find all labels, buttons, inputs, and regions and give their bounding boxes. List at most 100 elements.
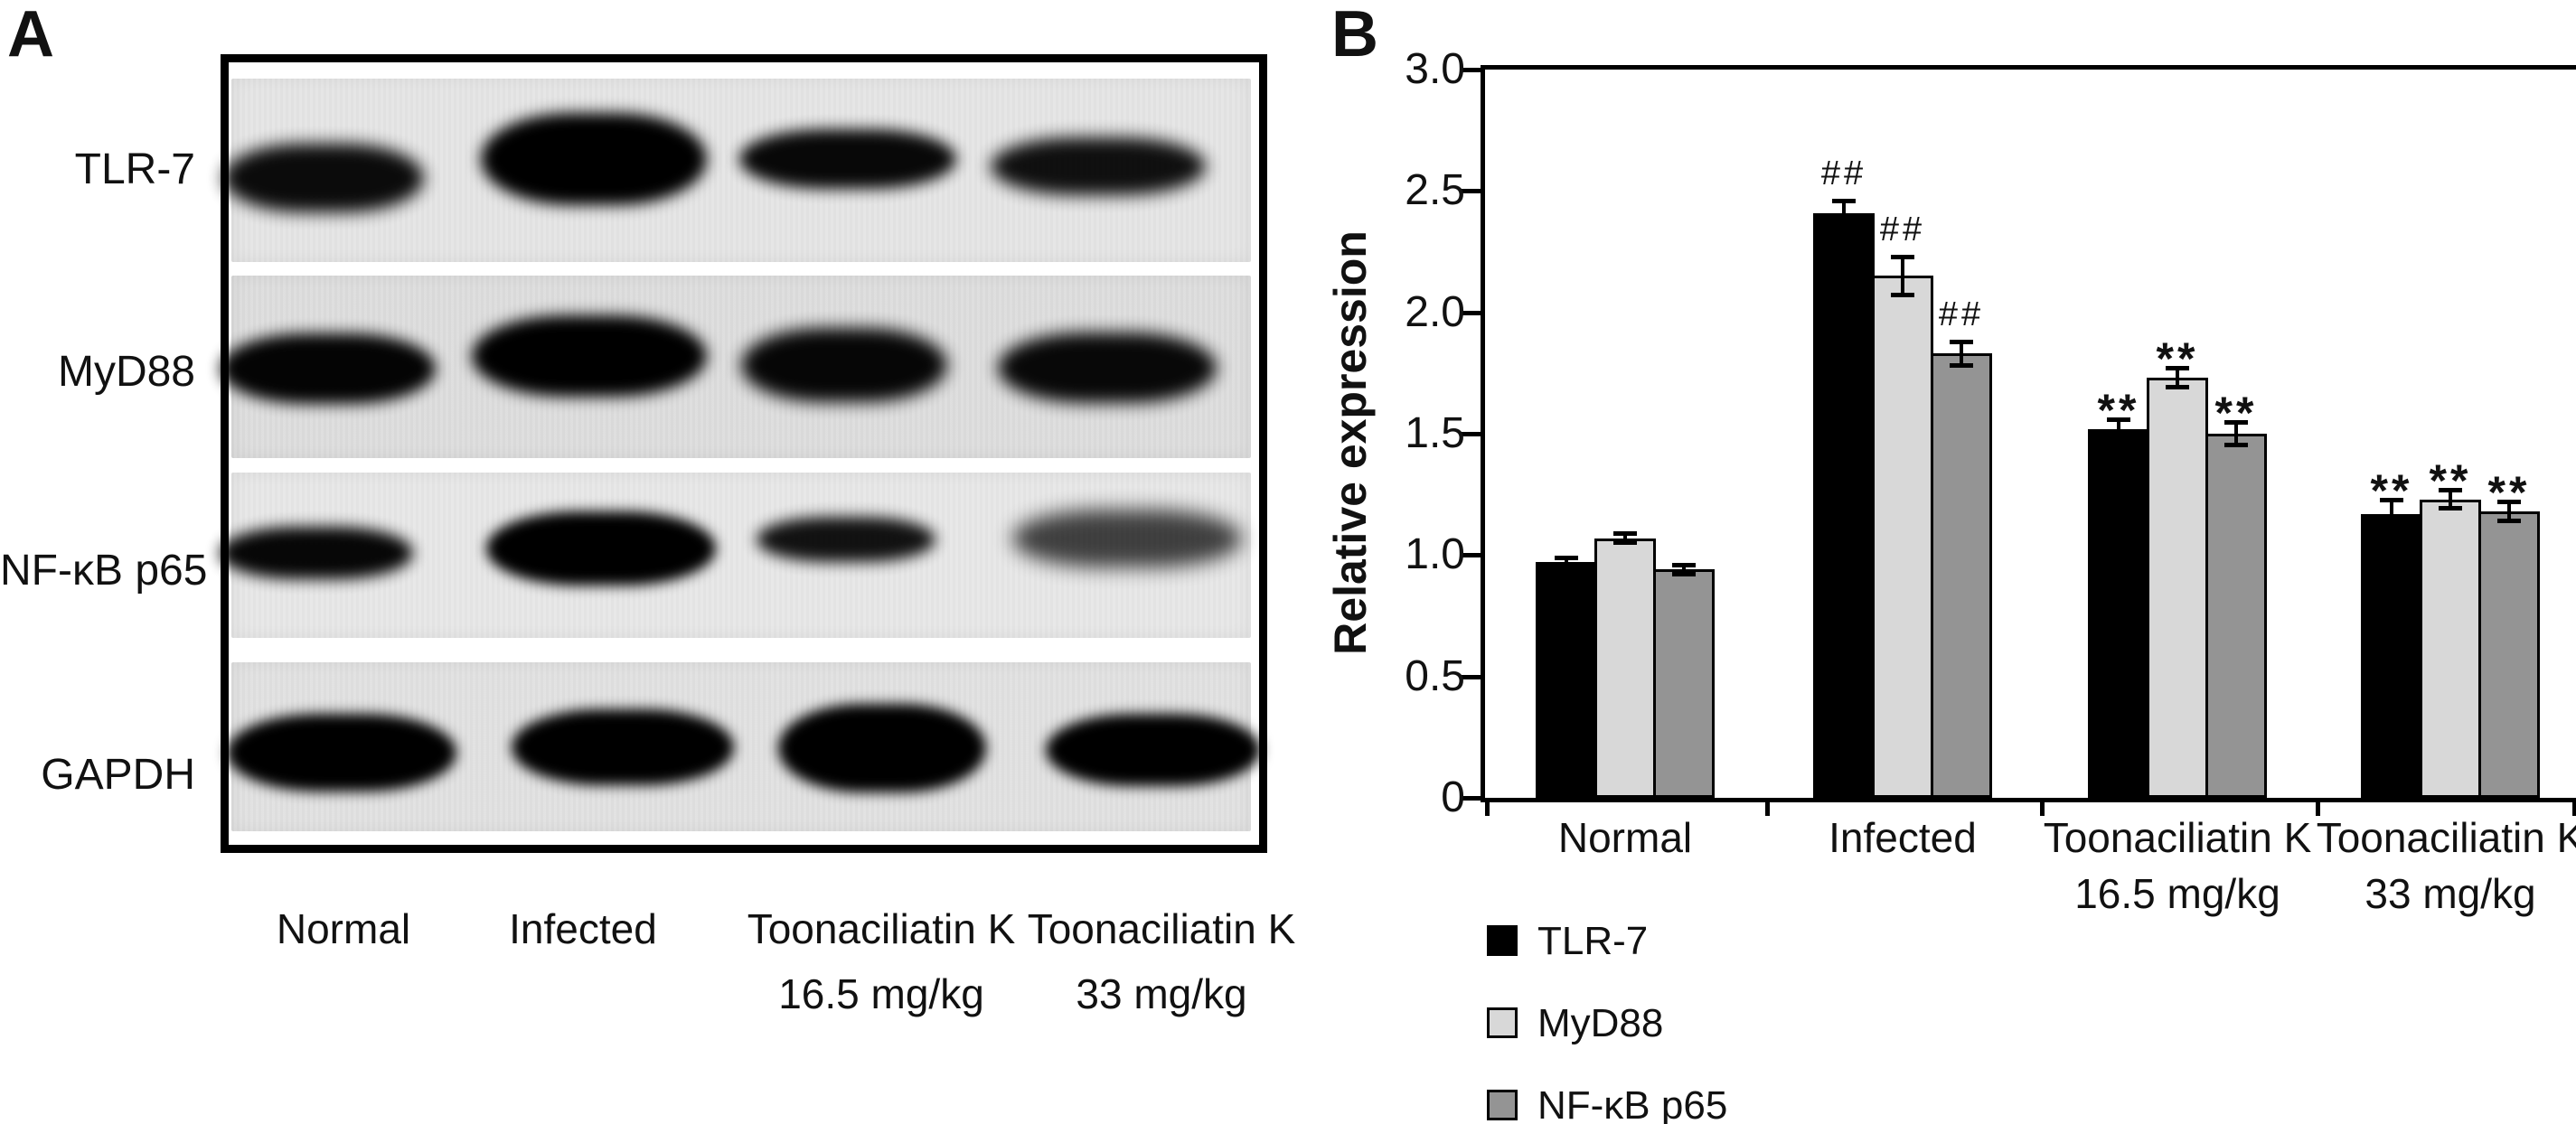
panel-b-label: B	[1331, 0, 1378, 70]
error-bar-nf-b-p65-toonaciliatin-k-33-mg-kg	[2507, 501, 2511, 521]
error-bar-tlr-7-toonaciliatin-k-33-mg-kg	[2390, 499, 2393, 529]
bar-chart-plot-area: 0 0.5 1.0 1.5 2.0 2.5 3.0 Normal ## ## ## Infected *…	[1405, 48, 2576, 917]
band-nf-b-p65-toonaciliatin-k-33-mg-kg	[1012, 510, 1242, 567]
significance-marker-myd88-infected: ##	[1879, 210, 1926, 248]
x-group-label-normal: Normal	[1557, 814, 1693, 861]
error-cap-bottom-nf-b-p65-infected	[1950, 362, 1973, 368]
band-myd88-toonaciliatin-k-33-mg-kg	[998, 333, 1217, 403]
x-tick-0	[1485, 798, 1490, 816]
y-tick-2.0	[1461, 310, 1481, 315]
band-myd88-normal	[221, 333, 436, 404]
y-tick-2.5	[1461, 189, 1481, 194]
significance-marker-nf-b-p65-infected: ##	[1938, 295, 1985, 333]
band-tlr-7-infected	[481, 113, 707, 205]
blot-layer: TLR-7 MyD88 NF-κB p65 GAPDH Normal Infected To…	[0, 79, 1295, 1017]
bar-myd88-toonaciliatin-k-16-5-mg-kg	[2147, 378, 2208, 798]
blot-lane-label-normal: Normal	[276, 905, 411, 952]
band-tlr-7-toonaciliatin-k-33-mg-kg	[991, 137, 1206, 195]
bar-myd88-toonaciliatin-k-33-mg-kg	[2420, 499, 2481, 798]
band-nf-b-p65-toonaciliatin-k-16-5-mg-kg	[757, 517, 935, 562]
error-cap-bottom-myd88-normal	[1613, 539, 1637, 545]
y-tick-label-2.0: 2.0	[1405, 287, 1465, 336]
bar-myd88-infected	[1872, 276, 1933, 798]
bar-nf-b-p65-infected	[1931, 353, 1992, 798]
legend-swatch-nf-b-p65	[1487, 1090, 1518, 1120]
error-bar-tlr-7-normal	[1565, 557, 1568, 567]
y-tick-1.0	[1461, 553, 1481, 558]
legend-label-tlr-7: TLR-7	[1537, 919, 1649, 963]
legend-label-nf-b-p65: NF-κB p65	[1537, 1083, 1728, 1124]
y-tick-label-1.0: 1.0	[1405, 530, 1465, 579]
blot-lane-label-toonaciliatin-k-33-mg-kg-line1: Toonaciliatin K	[1027, 905, 1296, 952]
bar-tlr-7-infected	[1813, 212, 1875, 798]
significance-marker-tlr-7-infected: ##	[1820, 155, 1867, 193]
y-tick-0	[1461, 796, 1481, 801]
x-group-label-toonaciliatin-k-33-mg-kg-line1: Toonaciliatin K	[2316, 814, 2576, 861]
panel-a: A TLR-7 MyD88 NF-κB p65 GAPDH Normal Infected…	[0, 0, 1295, 1017]
blot-row-label-tlr-7: TLR-7	[74, 145, 195, 193]
y-tick-3.0	[1461, 68, 1481, 72]
bar-nf-b-p65-toonaciliatin-k-16-5-mg-kg	[2205, 434, 2267, 798]
error-cap-bottom-tlr-7-normal	[1555, 564, 1578, 569]
error-cap-top-myd88-toonaciliatin-k-16-5-mg-kg	[2166, 366, 2189, 371]
blot-lane-label-toonaciliatin-k-33-mg-kg-line2: 33 mg/kg	[1076, 970, 1247, 1017]
band-gapdh-toonaciliatin-k-33-mg-kg	[1046, 714, 1261, 786]
bar-nf-b-p65-normal	[1653, 569, 1715, 798]
error-cap-top-nf-b-p65-normal	[1672, 563, 1696, 568]
x-tick-4	[2572, 798, 2576, 816]
y-tick-label-3.0: 3.0	[1405, 45, 1465, 93]
blot-row-label-nf-b-p65: NF-κB p65	[0, 547, 208, 595]
error-bar-myd88-normal	[1623, 533, 1627, 543]
error-cap-top-tlr-7-normal	[1555, 556, 1578, 561]
band-tlr-7-toonaciliatin-k-16-5-mg-kg	[739, 129, 956, 189]
error-cap-bottom-nf-b-p65-toonaciliatin-k-16-5-mg-kg	[2224, 443, 2248, 448]
band-tlr-7-normal	[223, 144, 424, 212]
significance-marker-nf-b-p65-toonaciliatin-k-33-mg-kg: **	[2487, 467, 2531, 519]
y-tick-label-2.5: 2.5	[1405, 166, 1465, 215]
error-cap-top-nf-b-p65-toonaciliatin-k-16-5-mg-kg	[2224, 419, 2248, 425]
blot-row-label-gapdh: GAPDH	[41, 751, 195, 799]
significance-marker-tlr-7-toonaciliatin-k-16-5-mg-kg: **	[2097, 384, 2140, 436]
legend-swatch-tlr-7	[1487, 925, 1518, 956]
error-bar-myd88-toonaciliatin-k-33-mg-kg	[2449, 489, 2452, 510]
y-tick-label-0.5: 0.5	[1405, 651, 1465, 700]
error-cap-top-tlr-7-toonaciliatin-k-33-mg-kg	[2380, 497, 2403, 502]
x-tick-3	[2316, 798, 2320, 816]
legend-label-myd88: MyD88	[1537, 1001, 1664, 1045]
blot-lane-label-infected: Infected	[509, 905, 657, 952]
error-cap-top-tlr-7-infected	[1832, 199, 1856, 204]
y-tick-label-1.5: 1.5	[1405, 409, 1465, 457]
panel-a-label: A	[7, 0, 54, 70]
error-cap-top-nf-b-p65-infected	[1950, 339, 1973, 344]
band-nf-b-p65-infected	[486, 511, 716, 585]
significance-marker-myd88-toonaciliatin-k-33-mg-kg: **	[2429, 454, 2472, 506]
blot-row-label-myd88: MyD88	[57, 348, 195, 396]
bar-myd88-normal	[1594, 538, 1656, 798]
error-cap-bottom-tlr-7-infected	[1832, 221, 1856, 227]
error-cap-bottom-myd88-toonaciliatin-k-33-mg-kg	[2439, 506, 2462, 511]
error-cap-bottom-myd88-toonaciliatin-k-16-5-mg-kg	[2166, 384, 2189, 389]
band-myd88-toonaciliatin-k-16-5-mg-kg	[741, 328, 947, 402]
y-tick-0.5	[1461, 674, 1481, 679]
error-cap-bottom-myd88-infected	[1891, 292, 1914, 297]
x-group-label-toonaciliatin-k-16-5-mg-kg-line2: 16.5 mg/kg	[2074, 870, 2280, 917]
error-cap-bottom-nf-b-p65-toonaciliatin-k-33-mg-kg	[2497, 518, 2521, 523]
band-gapdh-normal	[227, 714, 456, 791]
error-bar-tlr-7-infected	[1842, 201, 1846, 225]
band-gapdh-toonaciliatin-k-16-5-mg-kg	[778, 704, 986, 792]
band-myd88-infected	[472, 315, 707, 397]
error-cap-bottom-tlr-7-toonaciliatin-k-16-5-mg-kg	[2107, 436, 2130, 441]
error-bar-nf-b-p65-normal	[1682, 565, 1686, 575]
bar-tlr-7-toonaciliatin-k-33-mg-kg	[2361, 513, 2422, 798]
error-cap-top-myd88-normal	[1613, 531, 1637, 537]
error-cap-top-nf-b-p65-toonaciliatin-k-33-mg-kg	[2497, 500, 2521, 505]
x-group-label-toonaciliatin-k-16-5-mg-kg-line1: Toonaciliatin K	[2043, 814, 2312, 861]
error-cap-top-myd88-toonaciliatin-k-33-mg-kg	[2439, 487, 2462, 492]
blot-lane-label-toonaciliatin-k-16-5-mg-kg-line2: 16.5 mg/kg	[778, 970, 984, 1017]
y-tick-1.5	[1461, 432, 1481, 436]
y-tick-label-0: 0	[1441, 773, 1465, 821]
band-gapdh-infected	[512, 709, 734, 785]
x-group-label-infected: Infected	[1829, 814, 1977, 861]
